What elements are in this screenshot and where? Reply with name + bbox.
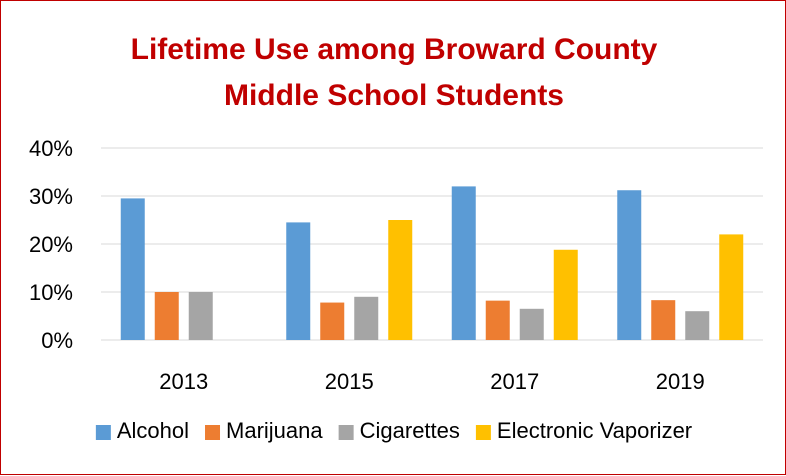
bar-electronic-vaporizer-2017 [553, 249, 578, 340]
legend-item-alcohol: Alcohol [95, 418, 189, 443]
bar-cigarettes-2017 [519, 308, 544, 340]
bar-marijuana-2015 [320, 302, 345, 340]
bar-cigarettes-2019 [685, 311, 710, 340]
legend-swatch-cigarettes [338, 425, 354, 440]
legend-swatch-electronic-vaporizer [475, 425, 491, 440]
bar-alcohol-2019 [617, 190, 642, 340]
y-tick-label-4: 40% [29, 136, 73, 161]
y-tick-label-0: 0% [41, 328, 73, 353]
legend-label-cigarettes: Cigarettes [360, 418, 460, 443]
y-tick-label-1: 10% [29, 280, 73, 305]
bar-marijuana-2017 [485, 300, 510, 340]
y-tick-label-2: 20% [29, 232, 73, 257]
bars [120, 186, 744, 340]
legend-label-alcohol: Alcohol [117, 418, 189, 443]
chart-title-line-1: Lifetime Use among Broward County [131, 33, 658, 66]
bar-alcohol-2013 [120, 198, 145, 340]
legend-label-marijuana: Marijuana [226, 418, 323, 443]
x-tick-label-2017: 2017 [490, 369, 539, 394]
chart-title: Lifetime Use among Broward County Middle… [131, 33, 658, 112]
legend-label-electronic-vaporizer: Electronic Vaporizer [497, 418, 692, 443]
x-tick-label-2015: 2015 [325, 369, 374, 394]
x-tick-label-2019: 2019 [656, 369, 705, 394]
chart-title-line-2: Middle School Students [224, 79, 564, 112]
legend-swatch-marijuana [205, 425, 221, 440]
legend-swatch-alcohol [95, 425, 111, 440]
bar-electronic-vaporizer-2019 [719, 234, 744, 340]
bar-alcohol-2017 [451, 186, 476, 340]
legend-item-marijuana: Marijuana [205, 418, 323, 443]
bar-cigarettes-2013 [188, 292, 213, 340]
bar-cigarettes-2015 [354, 296, 379, 340]
legend-item-cigarettes: Cigarettes [338, 418, 460, 443]
legend: Alcohol Marijuana Cigarettes Electronic Vap… [95, 418, 692, 443]
x-axis-ticks: 2013 2015 2017 2019 [159, 369, 704, 394]
bar-marijuana-2019 [651, 300, 676, 340]
bar-electronic-vaporizer-2015 [388, 220, 413, 340]
y-tick-label-3: 30% [29, 184, 73, 209]
bar-marijuana-2013 [154, 292, 179, 340]
legend-item-electronic-vaporizer: Electronic Vaporizer [475, 418, 692, 443]
y-axis-ticks: 0% 10% 20% 30% 40% [29, 136, 73, 353]
bar-alcohol-2015 [286, 222, 311, 340]
x-tick-label-2013: 2013 [159, 369, 208, 394]
